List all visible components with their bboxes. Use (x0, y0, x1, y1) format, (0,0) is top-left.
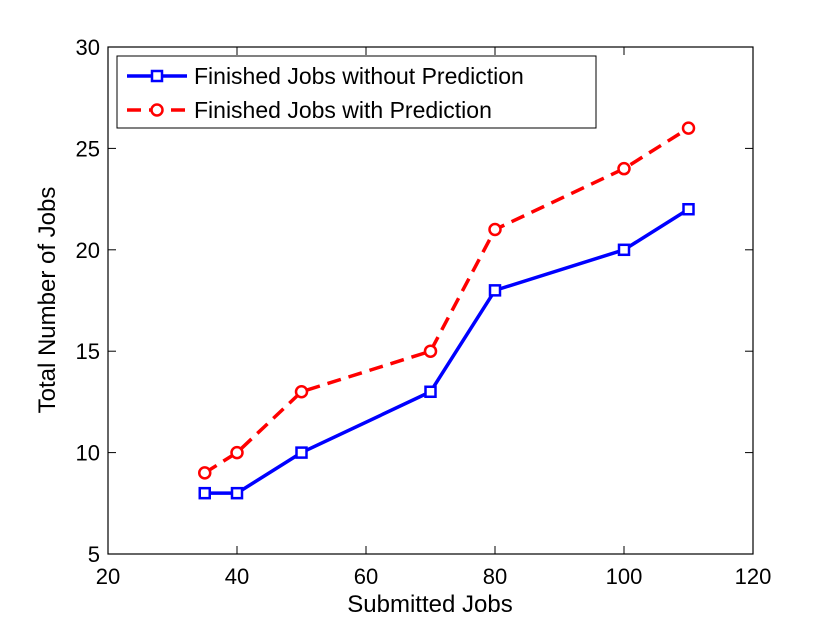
y-tick-label: 30 (76, 35, 100, 60)
axis-ticks: 20 40 60 80 100 120 5 10 15 20 25 30 (76, 35, 772, 589)
x-tick-label: 60 (354, 564, 378, 589)
legend-swatch-marker (150, 69, 164, 83)
data-point (617, 243, 631, 257)
data-point (681, 121, 696, 135)
data-point (230, 486, 244, 500)
data-point (295, 446, 308, 459)
x-tick-label: 20 (96, 564, 120, 589)
legend-label: Finished Jobs with Prediction (194, 97, 492, 123)
legend: Finished Jobs without Prediction Finished… (116, 55, 597, 129)
y-tick-label: 15 (76, 339, 100, 364)
y-tick-label: 5 (88, 542, 100, 567)
legend-label: Finished Jobs without Prediction (194, 63, 524, 89)
series-circle (198, 121, 696, 480)
y-axis-title: Total Number of Jobs (34, 187, 61, 414)
data-point (230, 445, 244, 460)
x-tick-label: 120 (735, 564, 772, 589)
data-point (617, 161, 631, 176)
x-tick-label: 100 (606, 564, 643, 589)
data-point (488, 222, 502, 237)
data-point (488, 284, 502, 297)
series-square (198, 202, 695, 500)
legend-box (116, 55, 597, 129)
x-tick-label: 80 (483, 564, 507, 589)
data-point (198, 486, 211, 500)
x-tick-label: 40 (225, 564, 249, 589)
series-layer (198, 121, 696, 500)
data-point (294, 385, 309, 399)
x-axis-title: Submitted Jobs (347, 591, 512, 618)
data-point (682, 202, 695, 216)
plot-area (107, 46, 754, 555)
y-tick-label: 25 (76, 136, 100, 161)
data-point (424, 385, 437, 399)
y-tick-label: 10 (76, 441, 100, 466)
y-tick-label: 20 (76, 238, 100, 263)
data-point (423, 344, 438, 358)
data-point (198, 466, 212, 480)
legend-swatch-marker (150, 103, 164, 117)
